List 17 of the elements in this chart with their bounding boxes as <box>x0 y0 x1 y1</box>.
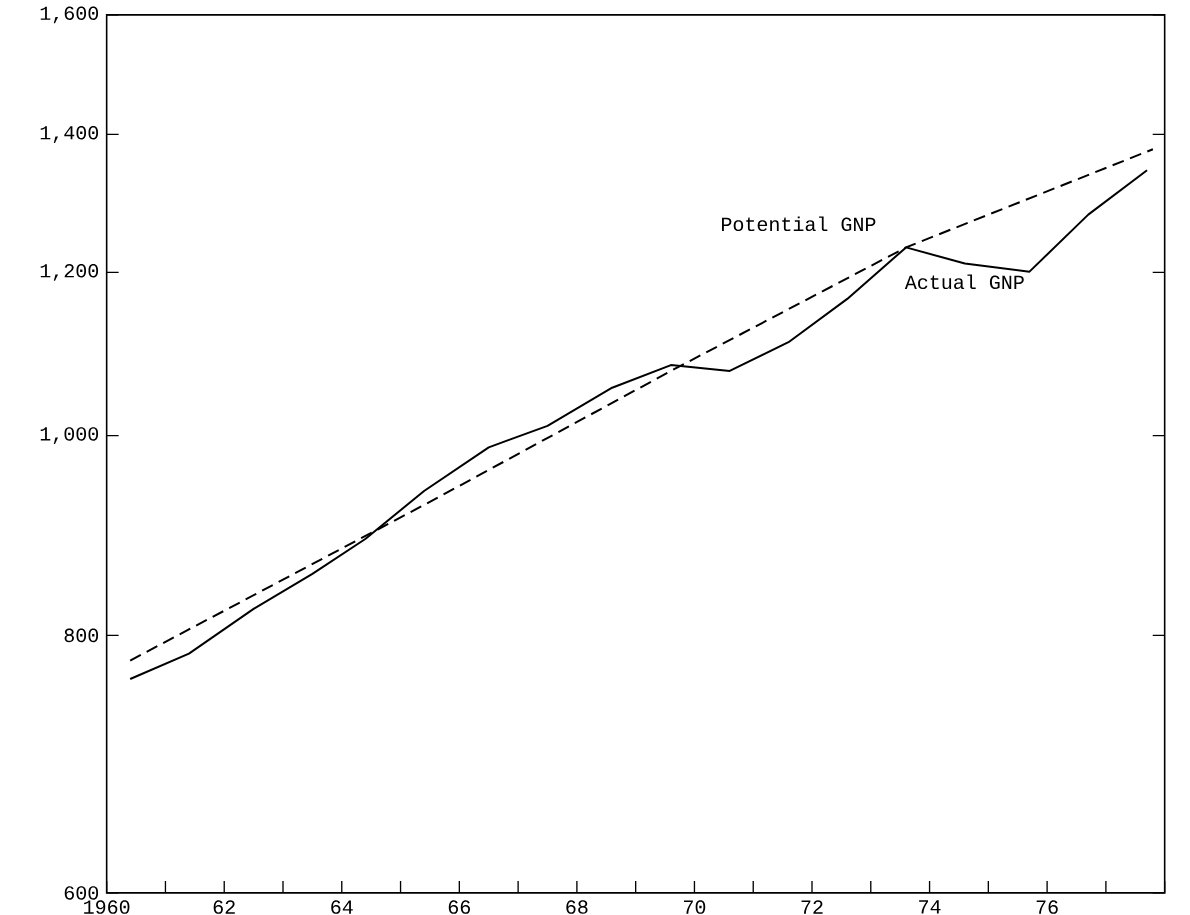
series-label: Potential GNP <box>722 216 876 232</box>
x-tick-label: 64 <box>331 900 353 914</box>
y-tick-label: 1,000 <box>40 427 99 445</box>
y-tick-label: 600 <box>64 886 99 900</box>
y-tick-label: 1,200 <box>40 263 99 281</box>
x-tick-label: 72 <box>801 900 823 914</box>
x-tick-label: 66 <box>448 900 471 914</box>
series-label: Actual GNP <box>904 274 1024 290</box>
y-tick-label: 1,600 <box>40 6 99 24</box>
x-tick-label: 62 <box>213 900 235 914</box>
x-tick-label: 74 <box>919 900 941 914</box>
y-tick-label: 1,400 <box>40 125 99 143</box>
x-tick-label: 68 <box>566 900 588 914</box>
y-tick-label: 800 <box>64 628 99 643</box>
x-tick-label: 76 <box>1036 900 1058 914</box>
x-tick-label: 1960 <box>84 900 130 914</box>
x-tick-label: 70 <box>683 900 706 914</box>
